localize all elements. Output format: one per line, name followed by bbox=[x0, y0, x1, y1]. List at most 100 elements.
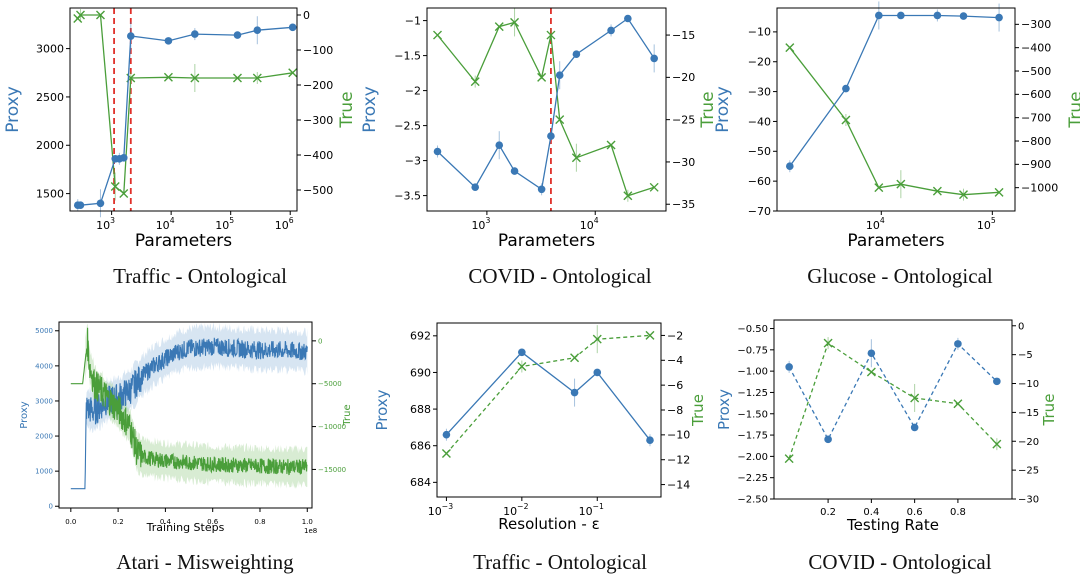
data-point bbox=[252, 73, 262, 83]
plot-frame bbox=[69, 7, 298, 212]
y-right-tick-label: −25 bbox=[672, 114, 695, 127]
y-right-tick-label: −4 bbox=[667, 354, 683, 367]
data-point bbox=[785, 363, 793, 371]
data-point bbox=[824, 435, 832, 444]
y-right-tick-label: −6 bbox=[667, 379, 683, 392]
data-point bbox=[570, 388, 579, 397]
y-left-tick-label: 3000 bbox=[36, 42, 64, 55]
y-left-tick-label: −30 bbox=[748, 85, 771, 98]
y-right-tick-label: −600 bbox=[1021, 88, 1051, 101]
y-right-tick-label: −400 bbox=[1021, 42, 1051, 55]
chart-covid-ontological-testing-rate: 0.2 0.4 0.6 0.8 −0.50 −0.75 −1.00 −1.25 −1.50 −1.… bbox=[715, 300, 1080, 545]
y-right-tick-label: −10 bbox=[667, 429, 690, 442]
data-point bbox=[606, 140, 616, 150]
data-point bbox=[75, 10, 85, 20]
y-right-tick-label: 0 bbox=[1018, 321, 1024, 332]
data-point bbox=[164, 37, 173, 45]
x-tick-label: 106 bbox=[275, 216, 294, 232]
data-point bbox=[959, 12, 968, 20]
proxy-series-line bbox=[789, 14, 1000, 167]
x-tick-label: 1.0 bbox=[302, 518, 313, 526]
x-axis-label: Parameters bbox=[498, 231, 595, 251]
data-point bbox=[233, 31, 242, 39]
y-left-axis-label: Proxy bbox=[715, 389, 733, 430]
data-point bbox=[510, 167, 519, 175]
true-series-line bbox=[70, 327, 308, 476]
y-right-axis-label: True bbox=[337, 91, 357, 128]
y-right-tick-label: −500 bbox=[303, 184, 333, 197]
y-left-axis-label: Proxy bbox=[373, 389, 391, 430]
y-left-tick-label: −10 bbox=[748, 26, 771, 39]
caption-4: Atari - Misweighting bbox=[116, 550, 294, 574]
data-point bbox=[897, 11, 905, 20]
data-point bbox=[953, 399, 963, 409]
data-point bbox=[933, 11, 942, 20]
data-point bbox=[823, 338, 833, 348]
data-point bbox=[510, 17, 520, 27]
chart-svg: 10−3 10−2 10−1 684 686 688 690 692 −2 −4 −6 −8 −10 −1… bbox=[373, 322, 707, 533]
data-point bbox=[232, 73, 242, 83]
y-right-tick-label: −300 bbox=[1021, 18, 1051, 31]
y-left-axis-label: Proxy bbox=[360, 86, 380, 133]
data-point bbox=[649, 182, 659, 192]
y-right-axis-label: True bbox=[1040, 394, 1058, 427]
data-point bbox=[607, 26, 615, 35]
data-point bbox=[992, 439, 1002, 449]
data-point bbox=[592, 334, 602, 344]
data-point bbox=[624, 14, 632, 23]
x-tick-label: 0.8 bbox=[950, 507, 966, 518]
data-point bbox=[954, 340, 962, 348]
data-point bbox=[932, 186, 942, 196]
data-point bbox=[786, 162, 794, 171]
data-point bbox=[191, 30, 199, 38]
data-point bbox=[593, 368, 602, 377]
data-point bbox=[623, 191, 633, 201]
data-point bbox=[866, 367, 876, 377]
y-left-tick-label: −0.75 bbox=[737, 345, 768, 356]
y-left-tick-label: −2.25 bbox=[737, 473, 768, 484]
proxy-series-line bbox=[437, 17, 655, 191]
y-left-tick-label: 2500 bbox=[36, 91, 64, 104]
y-right-tick-label: −35 bbox=[672, 198, 695, 211]
x-tick-label: 0.0 bbox=[65, 518, 76, 526]
data-point bbox=[518, 348, 526, 357]
y-left-tick-label: −3.5 bbox=[394, 189, 421, 202]
y-left-tick-label: 692 bbox=[410, 330, 431, 343]
y-right-tick-label: −15 bbox=[1018, 408, 1039, 419]
data-point bbox=[994, 187, 1004, 197]
x-tick-label: 0.2 bbox=[113, 518, 124, 526]
data-point bbox=[494, 22, 504, 32]
proxy-variance-band bbox=[85, 322, 308, 491]
data-point bbox=[163, 72, 173, 82]
data-point bbox=[76, 201, 85, 209]
chart-covid-ontological-params: 103 104 −1 −1.5 −2 −2.5 −3 −3.5 −15 −20 −25 −30 −35 P… bbox=[360, 0, 720, 255]
y-left-tick-label: 684 bbox=[410, 476, 431, 489]
x-axis-label: Training Steps bbox=[146, 521, 225, 534]
y-right-tick-label: −800 bbox=[1021, 135, 1051, 148]
y-left-tick-label: −70 bbox=[748, 205, 771, 218]
data-point bbox=[288, 23, 297, 32]
y-right-tick-label: −14 bbox=[667, 478, 690, 491]
y-right-tick-label: −100 bbox=[303, 44, 333, 57]
proxy-series-line bbox=[788, 342, 998, 441]
data-point bbox=[571, 153, 581, 163]
chart-svg: 103 104 105 106 1500 2000 2500 3000 0 −100 −200 −30… bbox=[3, 7, 357, 251]
data-point bbox=[875, 11, 883, 20]
data-point bbox=[993, 377, 1001, 386]
x-tick-label: 0.4 bbox=[160, 518, 172, 526]
data-point bbox=[874, 183, 884, 193]
y-left-tick-label: −2.5 bbox=[394, 119, 421, 132]
data-point bbox=[842, 84, 850, 93]
y-left-tick-label: 0 bbox=[49, 503, 53, 511]
x-tick-label: 105 bbox=[215, 216, 234, 232]
y-left-tick-label: −1.75 bbox=[737, 431, 768, 442]
x-tick-label: 104 bbox=[580, 216, 599, 232]
proxy-series-line bbox=[445, 351, 651, 441]
y-right-tick-label: −20 bbox=[1018, 437, 1039, 448]
data-point bbox=[995, 13, 1003, 22]
data-point bbox=[433, 30, 442, 40]
data-point bbox=[841, 115, 851, 125]
data-point bbox=[910, 423, 919, 432]
true-series-line bbox=[445, 334, 651, 454]
x-tick-label: 10−1 bbox=[579, 502, 604, 518]
